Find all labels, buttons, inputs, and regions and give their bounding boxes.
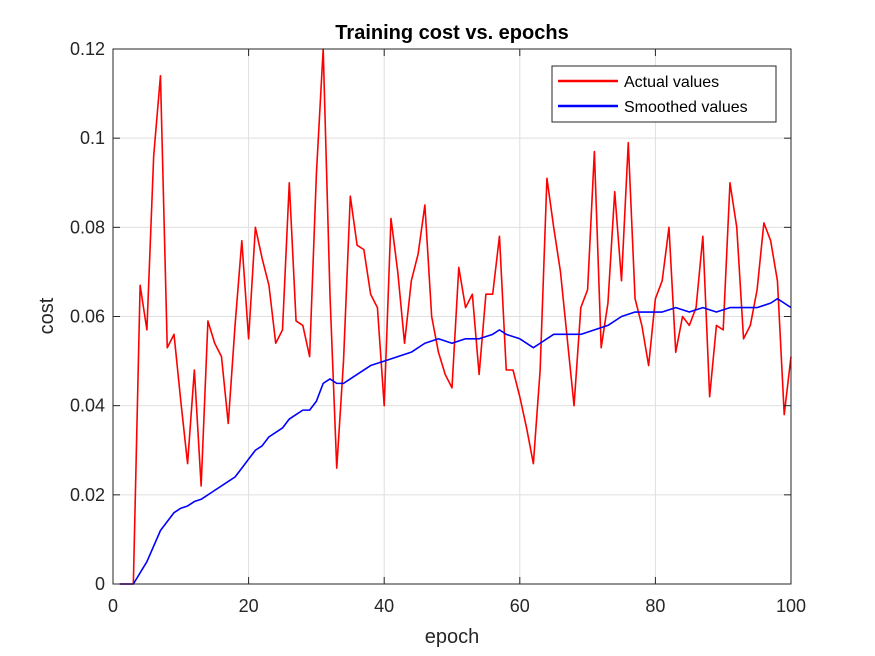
legend-label-actual: Actual values — [624, 74, 719, 91]
x-axis-label: epoch — [425, 626, 480, 648]
x-tick-label: 80 — [645, 596, 665, 616]
y-axis-label: cost — [36, 297, 58, 334]
y-tick-label: 0 — [95, 574, 105, 594]
y-tick-label: 0.02 — [70, 485, 105, 505]
y-tick-label: 0.08 — [70, 217, 105, 237]
x-tick-label: 40 — [374, 596, 394, 616]
ticks — [112, 48, 792, 585]
y-tick-label: 0.1 — [80, 128, 105, 148]
legend-box — [551, 65, 777, 123]
chart-title: Training cost vs. epochs — [335, 22, 568, 44]
series-lines — [119, 48, 792, 585]
y-tick-label: 0.12 — [70, 39, 105, 59]
x-tick-label: 0 — [108, 596, 118, 616]
legend-label-smoothed: Smoothed values — [624, 99, 748, 116]
series-line-1 — [119, 297, 792, 585]
y-tick-labels: 0 0.02 0.04 0.06 0.08 0.1 0.12 — [70, 39, 105, 594]
x-tick-label: 100 — [776, 596, 806, 616]
y-tick-label: 0.04 — [70, 396, 105, 416]
legend: Actual values Smoothed values — [551, 65, 777, 123]
x-tick-label: 20 — [239, 596, 259, 616]
y-tick-label: 0.06 — [70, 307, 105, 327]
series-line-0 — [119, 48, 792, 585]
x-tick-labels: 0 20 40 60 80 100 — [108, 596, 806, 616]
x-tick-label: 60 — [510, 596, 530, 616]
